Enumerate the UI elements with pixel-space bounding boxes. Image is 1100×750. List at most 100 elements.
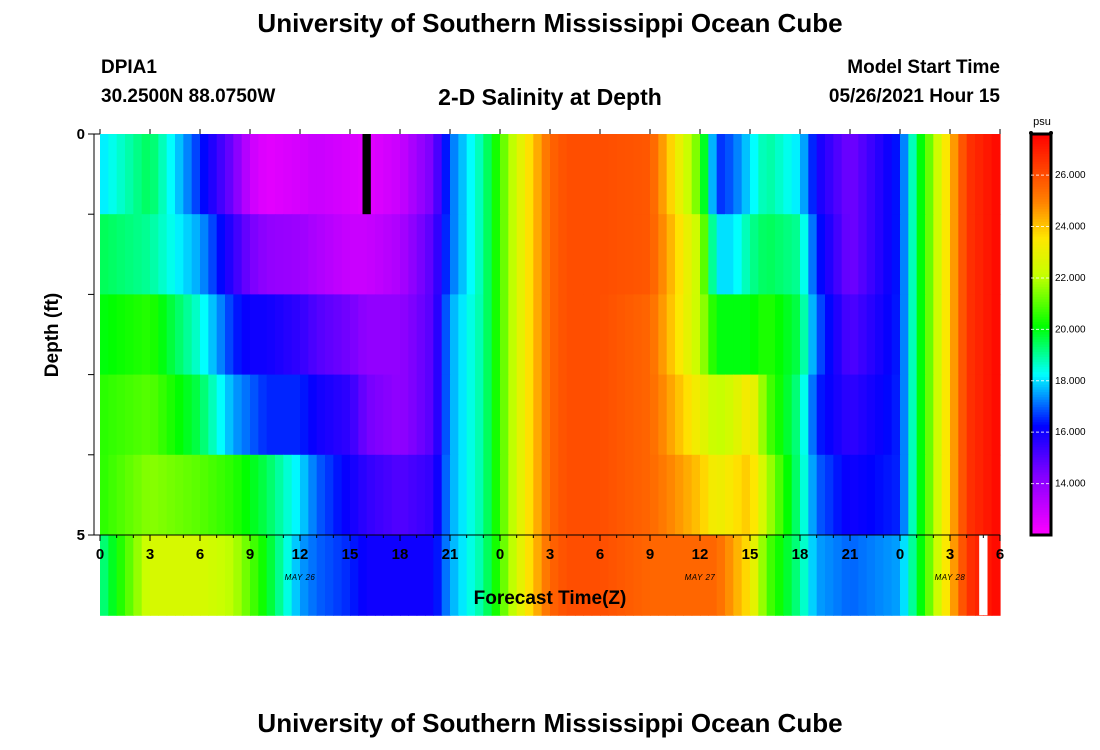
heatmap-cell <box>416 214 426 295</box>
heatmap-cell <box>891 214 901 295</box>
colorbar-segment <box>1031 414 1051 418</box>
heatmap-cell <box>966 294 976 376</box>
heatmap-cell <box>883 374 893 456</box>
heatmap-cell <box>583 214 593 295</box>
colorbar-segment <box>1031 326 1051 331</box>
heatmap-cell <box>708 294 718 376</box>
heatmap-cell <box>791 374 801 456</box>
heatmap-cell <box>450 535 459 616</box>
heatmap-cell <box>983 535 993 616</box>
heatmap-cell <box>625 294 634 376</box>
heatmap-cell <box>291 294 301 376</box>
heatmap-cell <box>783 454 793 536</box>
heatmap-cell <box>550 454 559 536</box>
colorbar-segment <box>1031 457 1051 461</box>
heatmap-cell <box>441 214 451 295</box>
colorbar-segment <box>1031 499 1051 504</box>
colorbar-segment <box>1031 424 1051 428</box>
heatmap-cell <box>983 294 993 376</box>
heatmap-cell <box>533 374 543 456</box>
heatmap-cell <box>483 214 493 295</box>
heatmap-cell <box>966 374 976 456</box>
heatmap-cell <box>708 214 718 295</box>
heatmap-cell <box>950 294 959 376</box>
heatmap-cell <box>491 134 501 215</box>
x-tick-label: 9 <box>246 546 254 563</box>
heatmap-cell <box>941 294 951 376</box>
page-title: University of Southern Mississippi Ocean… <box>257 8 843 38</box>
heatmap-cell <box>250 134 259 215</box>
heatmap-cell <box>516 535 526 616</box>
heatmap-cell <box>441 454 451 536</box>
heatmap-cell <box>725 294 734 376</box>
heatmap-cell <box>150 214 159 295</box>
heatmap-cell <box>175 454 184 536</box>
heatmap-cell <box>408 214 418 295</box>
heatmap-cell <box>375 134 384 215</box>
heatmap-cell <box>750 454 759 536</box>
heatmap-cell <box>716 535 726 616</box>
heatmap-cell <box>850 214 859 295</box>
heatmap-cell <box>308 535 318 616</box>
colorbar-segment <box>1031 249 1051 253</box>
heatmap-cell <box>775 535 784 616</box>
heatmap-cell <box>216 214 226 295</box>
colorbar-segment <box>1031 219 1051 223</box>
heatmap-cell <box>166 374 176 456</box>
heatmap-cell <box>958 294 968 376</box>
heatmap-cell <box>608 374 618 456</box>
heatmap-cell <box>975 214 984 295</box>
heatmap-cell <box>541 214 551 295</box>
heatmap-cell <box>816 134 826 215</box>
heatmap-cell <box>600 535 609 616</box>
heatmap-cell <box>733 535 743 616</box>
heatmap-cell <box>991 454 1001 536</box>
heatmap-cell <box>341 535 351 616</box>
heatmap-cell <box>558 134 568 215</box>
heatmap-cell <box>883 535 893 616</box>
heatmap-cell <box>525 454 534 536</box>
heatmap-cell <box>725 454 734 536</box>
heatmap-cell <box>366 454 376 536</box>
heatmap-cell <box>800 454 809 536</box>
heatmap-cell <box>616 374 626 456</box>
heatmap-cell <box>808 535 818 616</box>
heatmap-cell <box>733 454 743 536</box>
heatmap-cell <box>200 214 209 295</box>
heatmap-cell <box>241 535 251 616</box>
heatmap-cell <box>308 294 318 376</box>
heatmap-cell <box>283 214 293 295</box>
heatmap-cell <box>208 535 218 616</box>
colorbar-segment <box>1031 432 1051 436</box>
heatmap-cell <box>116 294 126 376</box>
colorbar-segment <box>1031 387 1051 391</box>
heatmap-cell <box>800 134 809 215</box>
heatmap-cell <box>516 134 526 215</box>
heatmap-cell <box>791 454 801 536</box>
heatmap-cell <box>975 294 984 376</box>
heatmap-cell <box>125 454 134 536</box>
heatmap-cell <box>508 214 518 295</box>
heatmap-cell <box>575 134 584 215</box>
heatmap-cell <box>450 294 459 376</box>
heatmap-cell <box>591 134 601 215</box>
heatmap-cell <box>575 535 584 616</box>
heatmap-cell <box>183 535 193 616</box>
colorbar-tick-label: 22.000 <box>1055 273 1086 284</box>
heatmap-cell <box>491 535 501 616</box>
heatmap-cell <box>383 294 393 376</box>
heatmap-cell <box>441 374 451 456</box>
colorbar-segment <box>1031 259 1051 263</box>
heatmap-cell <box>433 374 443 456</box>
heatmap-cell <box>275 214 284 295</box>
heatmap-cell <box>300 374 309 456</box>
heatmap-cell <box>933 214 943 295</box>
heatmap-cell <box>991 294 1001 376</box>
heatmap-cell <box>666 294 676 376</box>
heatmap-cell <box>650 535 659 616</box>
heatmap-cell <box>866 134 876 215</box>
heatmap-cell <box>308 374 318 456</box>
heatmap-cell <box>558 454 568 536</box>
heatmap-cell <box>450 374 459 456</box>
colorbar-segment <box>1031 354 1051 358</box>
